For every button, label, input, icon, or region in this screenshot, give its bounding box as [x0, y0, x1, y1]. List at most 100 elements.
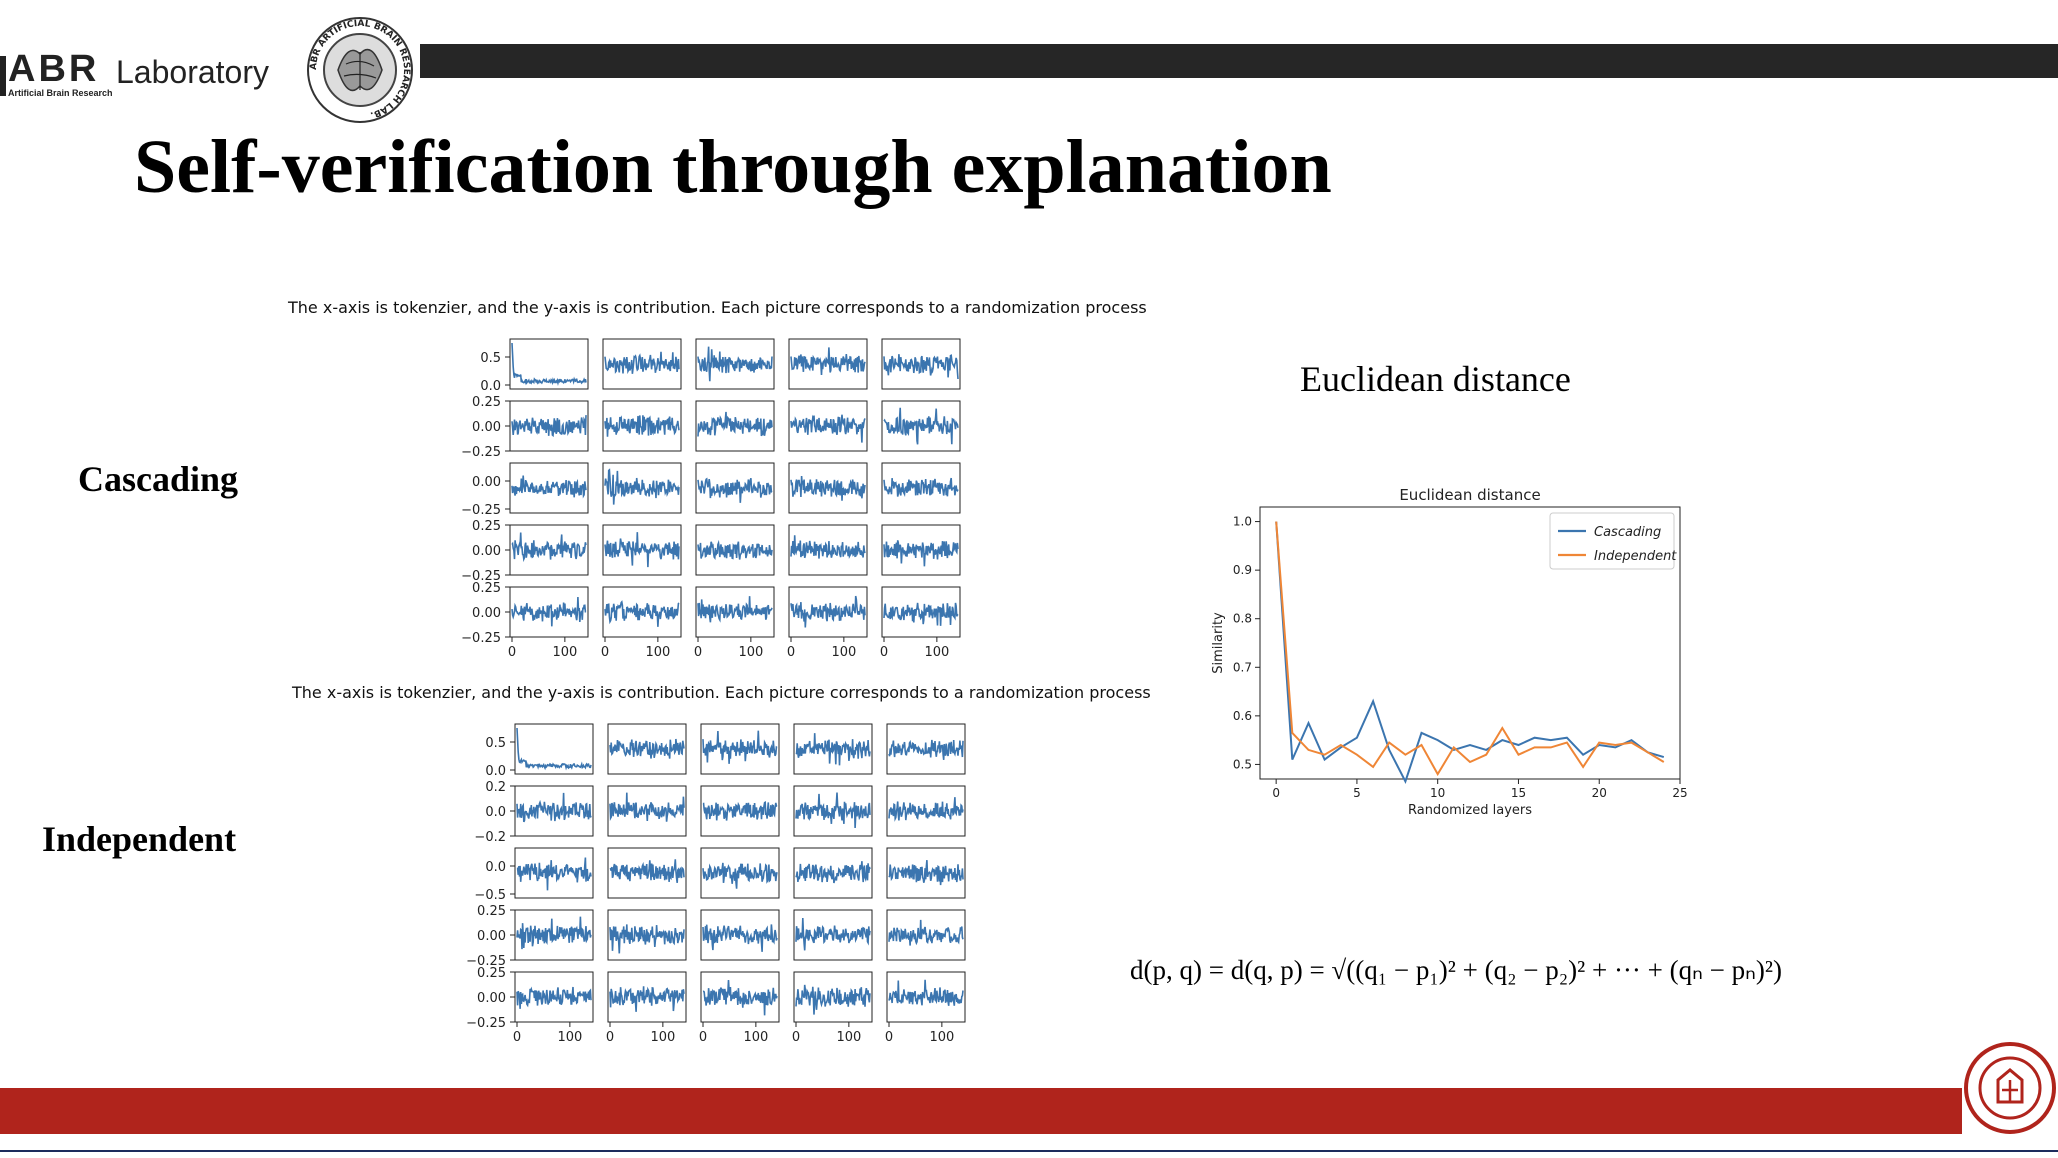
- cascading-series-line: [883, 602, 959, 626]
- cascading-panel: [788, 586, 868, 638]
- independent-panel: [793, 909, 873, 961]
- cascading-panel: [509, 338, 589, 390]
- cascading-x-tick: 0: [508, 645, 516, 660]
- independent-x-tick: 0: [513, 1030, 521, 1045]
- independent-series-line: [609, 792, 685, 822]
- cascading-panel: [602, 338, 682, 390]
- cascading-x-tick: 0: [787, 645, 795, 660]
- independent-y-tick: 0.25: [477, 904, 506, 919]
- independent-series-line: [888, 979, 964, 1006]
- cascading-y-tick: 0.25: [472, 519, 501, 534]
- independent-panel: [886, 847, 966, 899]
- cascading-x-tick: 0: [880, 645, 888, 660]
- independent-y-tick: 0.00: [477, 991, 506, 1006]
- independent-y-tick: −0.2: [474, 830, 506, 845]
- cascading-panel: [602, 524, 682, 576]
- cascading-x-tick: 0: [601, 645, 609, 660]
- independent-panel: [793, 785, 873, 837]
- logo-abr-text: ABR: [8, 48, 100, 90]
- independent-series-line: [888, 797, 964, 822]
- cascading-x-tick: 100: [738, 645, 763, 660]
- logo-subtitle: Artificial Brain Research: [8, 88, 113, 98]
- independent-panel: [514, 847, 594, 899]
- cascading-series-line: [511, 532, 587, 563]
- ed-x-tick: 0: [1272, 786, 1280, 800]
- euclidean-line-chart: Euclidean distance 0 5 10 15 20 25 0.5 0.6 0.7 0.8…: [1211, 486, 1688, 818]
- independent-y-tick: 0.0: [485, 764, 506, 779]
- cascading-panel: [788, 400, 868, 452]
- cascading-x-tick: 100: [645, 645, 670, 660]
- independent-panel: [886, 723, 966, 775]
- independent-y-tick: 0.0: [485, 860, 506, 875]
- cascading-series-line: [883, 407, 959, 445]
- independent-label: Independent: [42, 819, 237, 859]
- ed-x-tick: 20: [1592, 786, 1607, 800]
- independent-series-line: [795, 861, 871, 884]
- cascading-series-line: [604, 415, 680, 437]
- distance-formula: d(p, q) = d(q, p) = √((q₁ − p₁)² + (q₂ −…: [1130, 955, 1782, 985]
- cascading-panel: [695, 524, 775, 576]
- independent-panel: [514, 785, 594, 837]
- cascading-series-line: [604, 351, 680, 375]
- cascading-y-tick: −0.25: [461, 503, 501, 518]
- independent-series-line: [795, 733, 871, 766]
- cascading-y-tick: 0.00: [472, 420, 501, 435]
- independent-series-line: [702, 979, 778, 1016]
- independent-series-line: [795, 984, 871, 1015]
- cascading-y-tick: 0.00: [472, 606, 501, 621]
- ed-y-tick: 0.8: [1233, 612, 1252, 626]
- cascading-panel: [509, 586, 589, 638]
- cascading-panel: [788, 462, 868, 514]
- logo-accent-bar: [0, 56, 6, 96]
- university-seal-icon: [1964, 1042, 2056, 1134]
- independent-panel: [607, 971, 687, 1023]
- cascading-series-line: [604, 600, 680, 627]
- independent-series-line: [516, 792, 592, 823]
- cascading-series-line: [511, 342, 587, 386]
- independent-panel: [607, 785, 687, 837]
- independent-series-line: [702, 862, 778, 889]
- cascading-x-tick: 100: [831, 645, 856, 660]
- independent-series-line: [888, 919, 964, 946]
- cascading-y-tick: 0.00: [472, 544, 501, 559]
- independent-y-tick: 0.0: [485, 805, 506, 820]
- independent-panel: [700, 909, 780, 961]
- brain-seal-icon: ABR ARTIFICIAL BRAIN RESEARCH LAB.: [307, 17, 413, 123]
- independent-series-line: [609, 986, 685, 1012]
- ed-y-tick: 0.5: [1233, 757, 1252, 771]
- cascading-x-tick: 100: [552, 645, 577, 660]
- ed-series-independent: [1275, 521, 1665, 777]
- independent-y-tick: 0.2: [485, 780, 506, 795]
- independent-panel: [886, 785, 966, 837]
- independent-x-tick: 0: [792, 1030, 800, 1045]
- cascading-x-tick: 0: [694, 645, 702, 660]
- independent-panel: [514, 971, 594, 1023]
- ed-y-tick: 0.6: [1233, 709, 1252, 723]
- cascading-panel: [695, 462, 775, 514]
- independent-panel: [793, 971, 873, 1023]
- cascading-panel: [509, 400, 589, 452]
- ed-legend-label: Cascading: [1594, 525, 1661, 540]
- cascading-series-line: [790, 414, 866, 443]
- independent-y-tick: −0.25: [466, 954, 506, 969]
- cascading-panel: [881, 524, 961, 576]
- independent-panel: [793, 847, 873, 899]
- ed-chart-title: Euclidean distance: [1399, 486, 1540, 504]
- cascading-panel: [509, 462, 589, 514]
- cascading-panel: [602, 400, 682, 452]
- independent-y-tick: −0.5: [474, 888, 506, 903]
- ed-y-tick: 1.0: [1233, 515, 1252, 529]
- cascading-series-line: [790, 475, 866, 501]
- cascading-y-tick: −0.25: [461, 631, 501, 646]
- independent-panel: [886, 971, 966, 1023]
- cascading-label: Cascading: [78, 459, 239, 499]
- cascading-y-tick: 0.25: [472, 395, 501, 410]
- independent-series-line: [795, 917, 871, 951]
- cascading-panel: [509, 524, 589, 576]
- cascading-series-line: [697, 346, 773, 382]
- independent-x-tick: 0: [699, 1030, 707, 1045]
- independent-series-line: [516, 857, 592, 891]
- independent-panel: [886, 909, 966, 961]
- cascading-panel: [602, 462, 682, 514]
- cascading-series-line: [883, 477, 959, 498]
